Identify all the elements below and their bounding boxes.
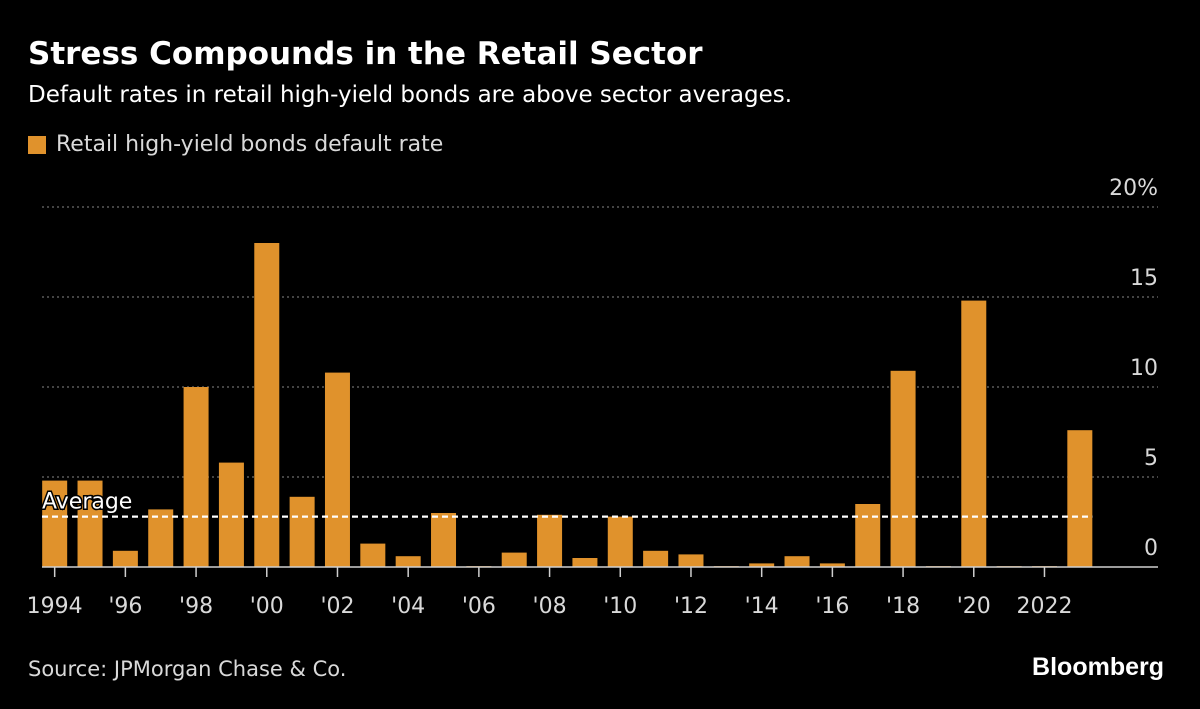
bar (1067, 430, 1093, 567)
bar (289, 496, 315, 567)
x-tick-label: '02 (320, 594, 354, 619)
y-tick-label: 10 (1130, 356, 1158, 381)
x-tick-label: '04 (391, 594, 425, 619)
bar (360, 543, 386, 567)
x-tick-label: '18 (886, 594, 920, 619)
x-tick-label: '14 (745, 594, 779, 619)
x-tick-label: '98 (179, 594, 213, 619)
bar (784, 556, 810, 567)
bar (42, 480, 68, 567)
bar (254, 243, 280, 567)
y-tick-label: 20% (1109, 176, 1158, 201)
x-tick-label: 2022 (1016, 594, 1072, 619)
x-tick-label: '20 (957, 594, 991, 619)
legend: Retail high-yield bonds default rate (28, 132, 443, 157)
x-tick-label: '16 (815, 594, 849, 619)
bar (819, 563, 845, 567)
x-axis (42, 566, 1158, 577)
bar (112, 550, 138, 567)
gridlines (42, 206, 1158, 478)
bar (324, 372, 350, 567)
y-tick-label: 5 (1144, 446, 1158, 471)
x-tick-label: 1994 (27, 594, 83, 619)
bar (501, 552, 527, 567)
bar (572, 558, 598, 567)
x-tick-label: '10 (603, 594, 637, 619)
bar (537, 514, 563, 567)
legend-label: Retail high-yield bonds default rate (56, 132, 444, 157)
x-tick-label: '06 (462, 594, 496, 619)
bar (395, 556, 421, 567)
y-tick-label: 15 (1130, 266, 1158, 291)
bar (183, 387, 209, 567)
chart-subtitle: Default rates in retail high-yield bonds… (28, 82, 793, 108)
bar (148, 509, 174, 567)
chart-title: Stress Compounds in the Retail Sector (28, 36, 703, 72)
average-marker: Average (41, 488, 1093, 518)
bar (678, 554, 704, 567)
y-tick-label: 0 (1144, 536, 1158, 561)
source-note: Source: JPMorgan Chase & Co. (28, 657, 347, 681)
x-tick-label: '96 (108, 594, 142, 619)
y-axis-labels: 20% 15 10 5 0 (1109, 176, 1158, 561)
x-tick-label: '00 (250, 594, 284, 619)
bar (643, 550, 669, 567)
average-label: Average (42, 490, 132, 515)
bar (961, 300, 987, 567)
bars (42, 243, 1093, 567)
bar (431, 513, 457, 567)
bar (77, 480, 103, 567)
x-axis-labels: 1994 '96 '98 '00 '02 '04 '06 '08 '10 '12 '14 '16 '18… (27, 594, 1073, 619)
bar (855, 504, 881, 567)
x-tick-label: '08 (533, 594, 567, 619)
legend-swatch (28, 135, 46, 154)
bloomberg-logo: Bloomberg (1032, 653, 1164, 681)
x-tick-label: '12 (674, 594, 708, 619)
bar (890, 370, 916, 567)
bar (607, 516, 633, 567)
bar (218, 462, 244, 567)
bar (749, 563, 775, 567)
